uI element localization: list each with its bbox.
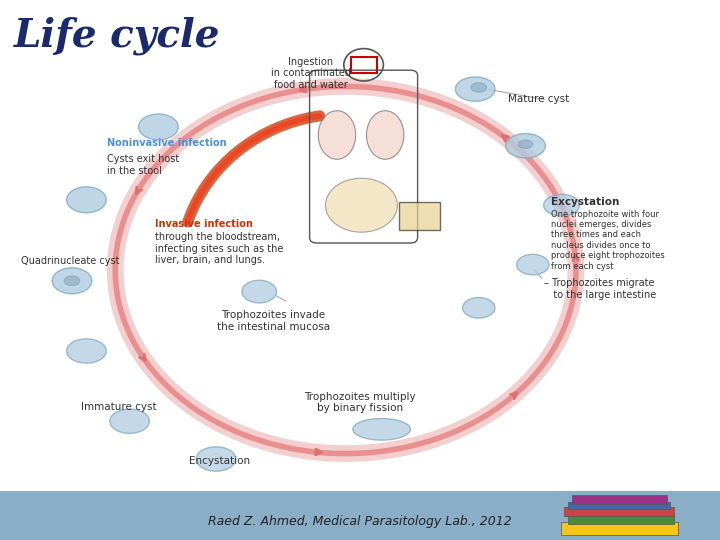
FancyBboxPatch shape	[0, 494, 720, 496]
FancyBboxPatch shape	[561, 522, 678, 535]
Ellipse shape	[53, 268, 92, 294]
Text: Ingestion
in contaminated
food and water: Ingestion in contaminated food and water	[271, 57, 351, 90]
FancyBboxPatch shape	[572, 495, 667, 504]
Ellipse shape	[64, 276, 80, 286]
Ellipse shape	[138, 114, 179, 140]
Text: Immature cyst: Immature cyst	[81, 402, 157, 413]
FancyBboxPatch shape	[568, 514, 674, 524]
Text: Trophozoites multiply
by binary fission: Trophozoites multiply by binary fission	[304, 392, 416, 413]
Ellipse shape	[505, 134, 546, 158]
Ellipse shape	[318, 111, 356, 159]
FancyBboxPatch shape	[0, 538, 720, 540]
FancyBboxPatch shape	[0, 509, 720, 511]
Text: One trophozoite with four
nuclei emerges, divides
three times and each
nucleus d: One trophozoite with four nuclei emerges…	[551, 210, 665, 271]
Bar	[0, 491, 720, 540]
FancyBboxPatch shape	[0, 496, 720, 499]
Ellipse shape	[471, 83, 487, 92]
FancyBboxPatch shape	[0, 491, 720, 494]
Ellipse shape	[463, 298, 495, 318]
Ellipse shape	[325, 178, 397, 232]
Text: Encystation: Encystation	[189, 456, 250, 467]
Ellipse shape	[242, 280, 276, 303]
Text: Life cycle: Life cycle	[14, 16, 221, 55]
FancyBboxPatch shape	[0, 525, 720, 528]
Text: Quadrinucleate cyst: Quadrinucleate cyst	[22, 256, 120, 267]
FancyBboxPatch shape	[0, 523, 720, 525]
FancyBboxPatch shape	[564, 507, 674, 516]
Text: Raed Z. Ahmed, Medical Parasitology Lab., 2012: Raed Z. Ahmed, Medical Parasitology Lab.…	[208, 515, 512, 528]
Text: Excystation: Excystation	[551, 197, 619, 207]
Text: – Trophozoites migrate
   to the large intestine: – Trophozoites migrate to the large inte…	[544, 278, 656, 300]
Text: Cysts exit host
in the stool: Cysts exit host in the stool	[107, 154, 179, 176]
Text: Trophozoites invade
the intestinal mucosa: Trophozoites invade the intestinal mucos…	[217, 310, 330, 332]
FancyBboxPatch shape	[0, 511, 720, 513]
Text: Noninvasive infection: Noninvasive infection	[107, 138, 226, 148]
Ellipse shape	[109, 409, 150, 433]
Ellipse shape	[544, 194, 580, 216]
FancyBboxPatch shape	[0, 499, 720, 501]
Text: Invasive infection: Invasive infection	[155, 219, 253, 229]
Ellipse shape	[66, 187, 107, 213]
FancyBboxPatch shape	[0, 532, 720, 535]
FancyBboxPatch shape	[0, 501, 720, 503]
Ellipse shape	[366, 111, 404, 159]
FancyBboxPatch shape	[399, 202, 440, 230]
FancyBboxPatch shape	[0, 530, 720, 532]
Text: Mature cyst: Mature cyst	[508, 94, 569, 105]
FancyBboxPatch shape	[0, 521, 720, 523]
FancyBboxPatch shape	[0, 503, 720, 506]
Text: through the bloodstream,
infecting sites such as the
liver, brain, and lungs.: through the bloodstream, infecting sites…	[155, 232, 283, 265]
Ellipse shape	[66, 339, 107, 363]
Ellipse shape	[353, 418, 410, 440]
Ellipse shape	[196, 447, 236, 471]
FancyBboxPatch shape	[0, 516, 720, 518]
FancyBboxPatch shape	[0, 528, 720, 530]
Ellipse shape	[516, 254, 549, 275]
FancyBboxPatch shape	[0, 506, 720, 509]
FancyBboxPatch shape	[0, 535, 720, 538]
FancyBboxPatch shape	[0, 518, 720, 521]
Ellipse shape	[456, 77, 495, 102]
FancyBboxPatch shape	[0, 513, 720, 516]
Ellipse shape	[518, 140, 533, 149]
FancyBboxPatch shape	[0, 491, 720, 540]
FancyBboxPatch shape	[568, 502, 670, 509]
